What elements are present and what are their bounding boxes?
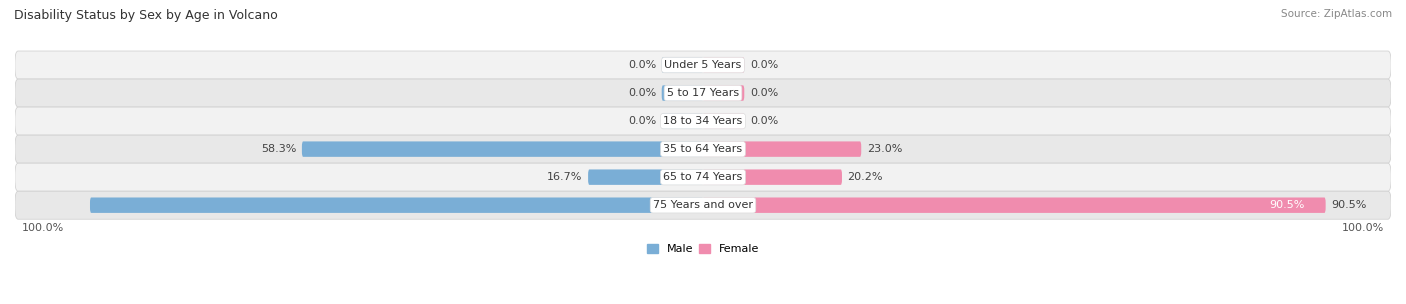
Text: Disability Status by Sex by Age in Volcano: Disability Status by Sex by Age in Volca… xyxy=(14,9,278,22)
Text: 90.5%: 90.5% xyxy=(1331,200,1367,210)
Text: 100.0%: 100.0% xyxy=(22,223,65,233)
FancyBboxPatch shape xyxy=(703,141,862,157)
Text: Source: ZipAtlas.com: Source: ZipAtlas.com xyxy=(1281,9,1392,19)
Text: 0.0%: 0.0% xyxy=(749,116,778,126)
Text: 35 to 64 Years: 35 to 64 Years xyxy=(664,144,742,154)
Text: 16.7%: 16.7% xyxy=(547,172,582,182)
FancyBboxPatch shape xyxy=(15,191,1391,219)
FancyBboxPatch shape xyxy=(703,57,744,73)
FancyBboxPatch shape xyxy=(15,51,1391,79)
FancyBboxPatch shape xyxy=(662,113,703,129)
FancyBboxPatch shape xyxy=(703,169,842,185)
FancyBboxPatch shape xyxy=(703,198,1326,213)
Text: 5 to 17 Years: 5 to 17 Years xyxy=(666,88,740,98)
FancyBboxPatch shape xyxy=(662,85,703,101)
Text: 0.0%: 0.0% xyxy=(628,60,657,70)
FancyBboxPatch shape xyxy=(662,57,703,73)
FancyBboxPatch shape xyxy=(15,163,1391,191)
FancyBboxPatch shape xyxy=(588,169,703,185)
Text: 18 to 34 Years: 18 to 34 Years xyxy=(664,116,742,126)
Text: 23.0%: 23.0% xyxy=(866,144,903,154)
FancyBboxPatch shape xyxy=(90,198,703,213)
Text: 20.2%: 20.2% xyxy=(848,172,883,182)
FancyBboxPatch shape xyxy=(703,85,744,101)
FancyBboxPatch shape xyxy=(15,107,1391,135)
Text: 75 Years and over: 75 Years and over xyxy=(652,200,754,210)
Text: 0.0%: 0.0% xyxy=(628,116,657,126)
FancyBboxPatch shape xyxy=(15,135,1391,163)
FancyBboxPatch shape xyxy=(703,113,744,129)
FancyBboxPatch shape xyxy=(15,79,1391,107)
Text: 90.5%: 90.5% xyxy=(1270,200,1305,210)
Legend: Male, Female: Male, Female xyxy=(643,240,763,259)
Text: Under 5 Years: Under 5 Years xyxy=(665,60,741,70)
FancyBboxPatch shape xyxy=(302,141,703,157)
Text: 100.0%: 100.0% xyxy=(1341,223,1384,233)
Text: 0.0%: 0.0% xyxy=(749,88,778,98)
Text: 0.0%: 0.0% xyxy=(628,88,657,98)
Text: 0.0%: 0.0% xyxy=(749,60,778,70)
Text: 65 to 74 Years: 65 to 74 Years xyxy=(664,172,742,182)
Text: 58.3%: 58.3% xyxy=(262,144,297,154)
